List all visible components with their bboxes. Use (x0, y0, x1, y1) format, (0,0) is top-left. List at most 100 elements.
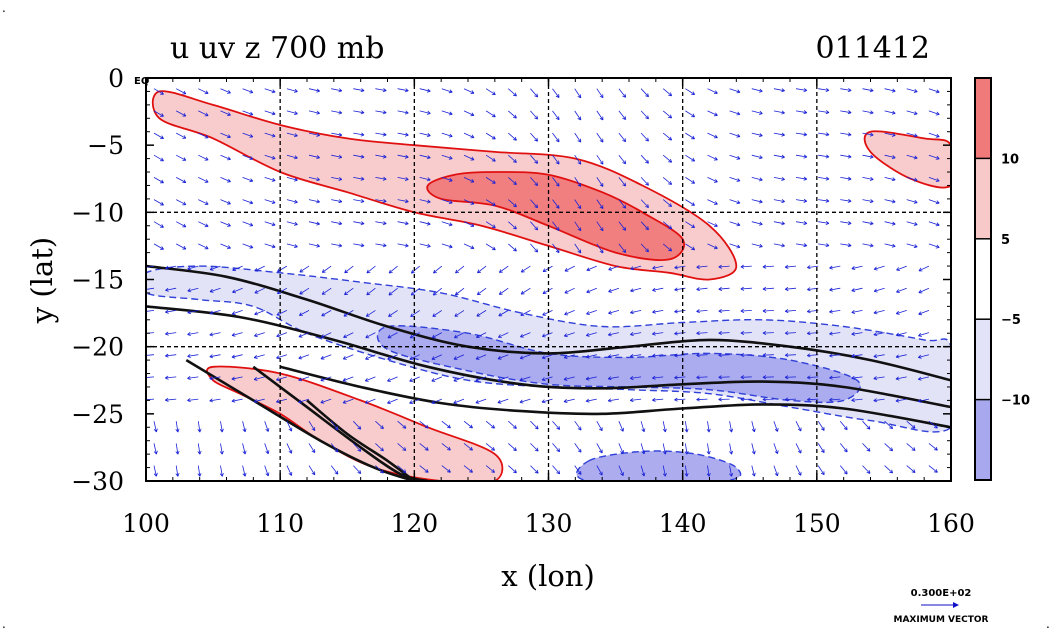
wind-vector (884, 110, 896, 115)
wind-vector (220, 243, 231, 249)
wind-vector (884, 154, 896, 160)
wind-vector (331, 88, 343, 93)
wind-vector (840, 132, 852, 137)
wind-vector (187, 331, 199, 336)
wind-vector (928, 243, 940, 249)
wind-vector (366, 287, 376, 296)
wind-vector (729, 443, 734, 455)
wind-vector (751, 465, 756, 477)
wind-vector (530, 221, 539, 231)
wind-vector (330, 465, 339, 475)
wind-vector (706, 421, 711, 433)
wind-vector (264, 465, 270, 477)
wind-vector (685, 199, 696, 206)
wind-vector (153, 421, 158, 433)
y-tick-label: 0 (108, 64, 124, 93)
wind-vector (762, 264, 774, 269)
wind-vector (928, 221, 940, 227)
wind-vector (839, 420, 848, 431)
wind-vector (410, 310, 420, 317)
wind-vector (388, 310, 398, 317)
wind-vector (198, 243, 209, 250)
wind-vector (928, 110, 940, 116)
wind-vector (498, 310, 509, 317)
wind-vector (851, 309, 863, 314)
wind-vector (917, 354, 930, 359)
vector-legend-value: 0.300E+02 (911, 588, 972, 599)
wind-vector (198, 88, 209, 95)
wind-vector (674, 397, 686, 402)
wind-vector (585, 332, 597, 337)
wind-vector (485, 199, 496, 206)
wind-vector (685, 221, 696, 228)
wind-vector (784, 353, 797, 358)
y-tick-label: −20 (71, 333, 124, 362)
wind-vector (729, 88, 741, 94)
wind-vector (419, 88, 431, 93)
wind-vector (397, 199, 409, 204)
wind-vector (353, 243, 365, 248)
wind-vector (388, 287, 398, 296)
wind-vector (586, 265, 597, 272)
wind-vector (851, 331, 863, 336)
wind-vector (242, 154, 254, 160)
wind-vector (563, 376, 575, 381)
wind-vector (928, 88, 940, 94)
wind-vector (419, 177, 431, 182)
wind-vector (918, 310, 930, 316)
wind-vector (895, 398, 907, 403)
wind-vector (308, 132, 320, 137)
wind-vector (286, 177, 298, 182)
wind-vector (441, 465, 451, 473)
wind-vector (596, 465, 603, 476)
wind-vector (254, 332, 265, 338)
wind-vector (175, 465, 180, 477)
wind-vector (862, 199, 874, 204)
wind-vector (187, 265, 199, 271)
x-tick-label: 150 (793, 509, 841, 538)
wind-vector (784, 264, 797, 269)
wind-vector (165, 353, 177, 358)
wind-vector (463, 465, 473, 473)
wind-vector (397, 132, 409, 137)
wind-vector (685, 88, 696, 95)
wind-vector (198, 177, 209, 183)
wind-vector (640, 154, 649, 164)
wind-vector (431, 332, 442, 339)
wind-vector (165, 331, 177, 336)
wind-vector (795, 220, 808, 226)
wind-vector (762, 286, 774, 291)
wind-vector (751, 421, 756, 433)
vector-legend-caption: MAXIMUM VECTOR (893, 615, 988, 625)
wind-vector (475, 398, 487, 404)
wind-vector (884, 420, 894, 430)
wind-vector (542, 287, 553, 294)
wind-vector (497, 398, 509, 404)
wind-vector (662, 177, 673, 185)
wind-vector (795, 154, 808, 159)
wind-vector (574, 443, 582, 453)
wind-vector (146, 398, 155, 402)
wind-vector (410, 265, 420, 274)
wind-vector (209, 287, 221, 293)
wind-vector (441, 88, 453, 94)
wind-vector (286, 421, 293, 432)
wind-vector (896, 287, 907, 293)
wind-vector (453, 398, 465, 404)
wind-vector (286, 132, 298, 138)
wind-vector (508, 110, 517, 119)
wind-vector (209, 332, 221, 337)
wind-vector (862, 420, 871, 430)
wind-vector (564, 287, 575, 294)
wind-vector (586, 287, 597, 294)
wind-vector (175, 443, 180, 455)
wind-vector (574, 110, 582, 121)
wind-vector (707, 110, 718, 117)
wind-vector (342, 398, 354, 404)
wind-vector (146, 287, 155, 292)
wind-vector (585, 398, 597, 403)
wind-vector (873, 310, 885, 315)
wind-vector (773, 154, 785, 159)
colorbar-label: −10 (1001, 394, 1030, 409)
wind-vector (264, 132, 276, 138)
